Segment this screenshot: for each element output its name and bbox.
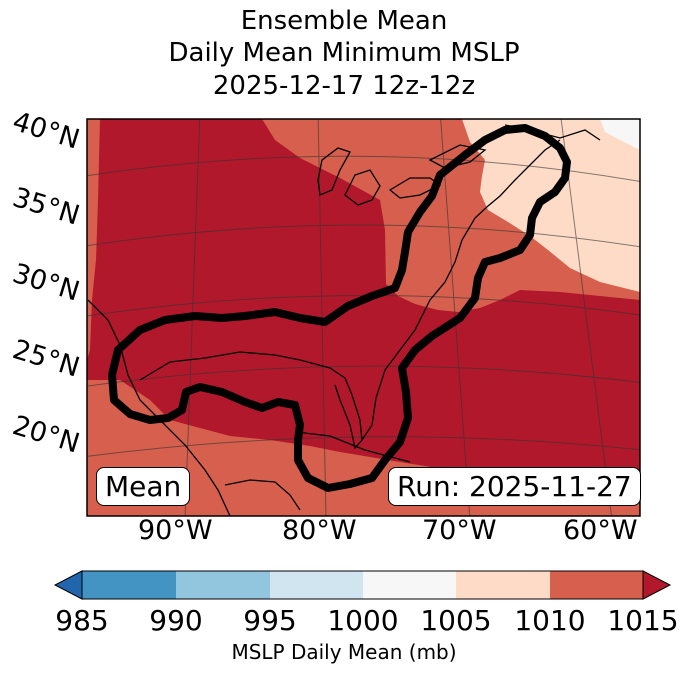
lon-label-70w: 70°W [422, 515, 497, 546]
pressure-fill-1005-1010 [462, 119, 640, 292]
title-line-3: 2025-12-17 12z-12z [212, 71, 476, 101]
pressure-fill-1010-1015-west [87, 119, 100, 360]
colorbar-tick-1010: 1010 [514, 604, 586, 637]
lon-label-80w: 80°W [282, 515, 357, 546]
highlight-outline [108, 124, 571, 492]
mean-label-box: Mean [96, 467, 191, 506]
lon-label-60w: 60°W [563, 515, 638, 546]
colorbar-bin-995-1000 [270, 571, 363, 599]
run-date-box: Run: 2025-11-27 [388, 467, 641, 506]
colorbar-bin-1000-1005 [363, 571, 456, 599]
colorbar-tick-1000: 1000 [327, 604, 399, 637]
colorbar-bin-990-995 [176, 571, 270, 599]
colorbar-bin-1005-1010 [456, 571, 550, 599]
colorbar [53, 570, 672, 600]
colorbar-extend-high [642, 570, 672, 600]
colorbar-frame [81, 570, 644, 600]
colorbar-tick-985: 985 [55, 604, 109, 637]
colorbar-bin-985-990 [82, 571, 176, 599]
pressure-fill-1000-1005 [600, 119, 640, 150]
lon-label-90w: 90°W [138, 515, 213, 546]
colorbar-tick-1005: 1005 [420, 604, 492, 637]
map-frame [86, 118, 641, 517]
colorbar-tick-995: 995 [243, 604, 297, 637]
colorbar-tick-990: 990 [149, 604, 203, 637]
title-line-2: Daily Mean Minimum MSLP [168, 38, 520, 68]
map-area [87, 119, 640, 516]
colorbar-tick-1015: 1015 [607, 604, 679, 637]
coastlines [87, 124, 601, 516]
colorbar-bin-1010-1015 [550, 571, 643, 599]
title-line-1: Ensemble Mean [240, 6, 448, 36]
colorbar-label: MSLP Daily Mean (mb) [231, 640, 457, 664]
colorbar-extend-low [53, 570, 83, 600]
